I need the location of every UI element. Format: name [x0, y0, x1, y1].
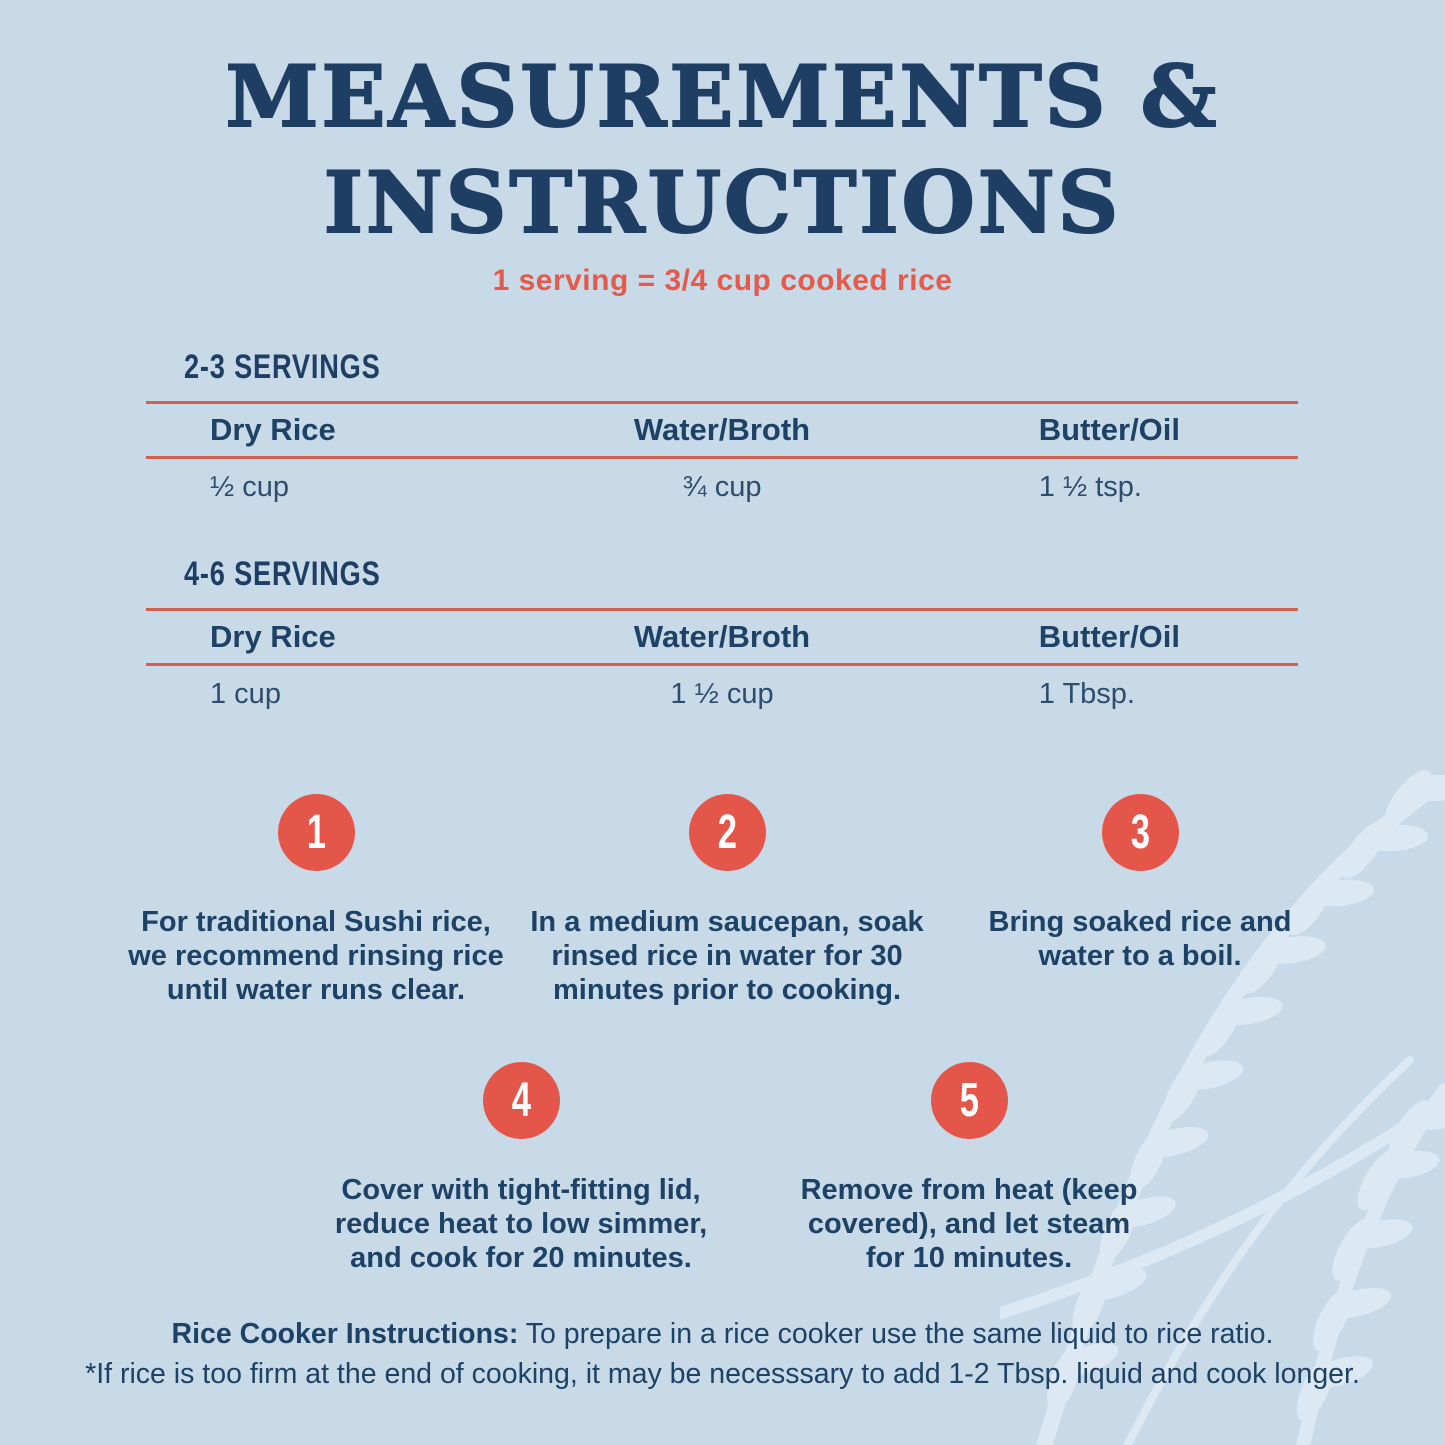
section-heading-4-6-servings: 4-6 SERVINGS: [184, 555, 381, 593]
step-number: 4: [511, 1073, 531, 1127]
step-2: 2 In a medium saucepan, soak rinsed rice…: [507, 794, 947, 1007]
step-number: 3: [1130, 805, 1150, 859]
step-number: 2: [717, 805, 737, 859]
section-heading-2-3-servings: 2-3 SERVINGS: [184, 348, 381, 386]
step-text-line: Remove from heat (keep: [800, 1174, 1138, 1206]
step-4-number-badge: 4: [482, 1062, 560, 1139]
step-text-line: minutes prior to cooking.: [552, 974, 901, 1006]
value-dry-rice: 1 cup: [210, 678, 281, 710]
step-3-number-badge: 3: [1101, 794, 1179, 871]
step-3: 3 Bring soaked rice and water to a boil.: [920, 794, 1360, 973]
step-text-line: In a medium saucepan, soak: [530, 906, 924, 938]
table-header-row: Dry Rice Water/Broth Butter/Oil: [146, 404, 1298, 456]
step-2-text: In a medium saucepan, soak rinsed rice i…: [507, 905, 947, 1007]
value-water-broth: 1 ½ cup: [670, 678, 774, 710]
step-text-line: Bring soaked rice and: [988, 906, 1292, 938]
step-text-line: we recommend rinsing rice: [128, 940, 504, 972]
value-butter-oil: 1 ½ tsp.: [1038, 471, 1142, 503]
value-dry-rice: ½ cup: [210, 471, 289, 503]
step-text-line: covered), and let steam: [807, 1208, 1131, 1240]
step-text-line: Cover with tight-fitting lid,: [341, 1174, 701, 1206]
serving-size-note: 1 serving = 3/4 cup cooked rice: [492, 264, 953, 297]
col-header-butter-oil: Butter/Oil: [1038, 619, 1181, 654]
step-text-line: and cook for 20 minutes.: [350, 1242, 692, 1274]
col-header-water-broth: Water/Broth: [633, 412, 811, 447]
table-rule: [146, 608, 1298, 611]
rice-stalk-watermark: [1000, 770, 1445, 1445]
step-text-line: reduce heat to low simmer,: [334, 1208, 708, 1240]
step-text-line: rinsed rice in water for 30: [551, 940, 903, 972]
col-header-dry-rice: Dry Rice: [210, 619, 336, 654]
col-header-butter-oil: Butter/Oil: [1038, 412, 1181, 447]
table-value-row: ½ cup ¾ cup 1 ½ tsp.: [146, 465, 1298, 509]
measurement-tables: 2-3 SERVINGS Dry Rice Water/Broth Butter…: [146, 348, 1298, 716]
step-5-number-badge: 5: [930, 1062, 1008, 1139]
step-text-line: For traditional Sushi rice,: [141, 906, 491, 938]
servings-table-4-6: 4-6 SERVINGS Dry Rice Water/Broth Butter…: [146, 555, 1298, 716]
step-1: 1 For traditional Sushi rice, we recomme…: [96, 794, 536, 1007]
page-title: MEASUREMENTS & INSTRUCTIONS: [0, 44, 1445, 256]
value-water-broth: ¾ cup: [682, 471, 762, 503]
table-rule: [146, 663, 1298, 666]
step-number: 1: [306, 805, 326, 859]
table-value-row: 1 cup 1 ½ cup 1 Tbsp.: [146, 672, 1298, 716]
rice-cooker-instructions-label: Rice Cooker Instructions:: [171, 1318, 519, 1350]
table-rule: [146, 456, 1298, 459]
step-4: 4 Cover with tight-fitting lid, reduce h…: [301, 1062, 741, 1275]
step-number: 5: [959, 1073, 979, 1127]
step-5: 5 Remove from heat (keep covered), and l…: [749, 1062, 1189, 1275]
table-header-row: Dry Rice Water/Broth Butter/Oil: [146, 611, 1298, 663]
step-4-text: Cover with tight-fitting lid, reduce hea…: [301, 1173, 741, 1275]
step-5-text: Remove from heat (keep covered), and let…: [749, 1173, 1189, 1275]
step-2-number-badge: 2: [688, 794, 766, 871]
col-header-water-broth: Water/Broth: [633, 619, 811, 654]
step-text-line: water to a boil.: [1038, 940, 1242, 972]
rice-cooker-instructions-text: To prepare in a rice cooker use the same…: [518, 1318, 1274, 1350]
step-text-line: for 10 minutes.: [865, 1242, 1073, 1274]
page-title-line2: INSTRUCTIONS: [323, 152, 1122, 253]
value-butter-oil: 1 Tbsp.: [1038, 678, 1135, 710]
servings-table-2-3: 2-3 SERVINGS Dry Rice Water/Broth Butter…: [146, 348, 1298, 509]
firm-rice-note: *If rice is too firm at the end of cooki…: [85, 1358, 1360, 1390]
page-title-line1: MEASUREMENTS &: [225, 46, 1220, 147]
step-3-text: Bring soaked rice and water to a boil.: [920, 905, 1360, 973]
table-rule: [146, 401, 1298, 404]
rice-cooker-instructions-line1: Rice Cooker Instructions: To prepare in …: [0, 1314, 1445, 1354]
col-header-dry-rice: Dry Rice: [210, 412, 336, 447]
step-1-number-badge: 1: [277, 794, 355, 871]
step-text-line: until water runs clear.: [166, 974, 466, 1006]
rice-cooker-instructions: Rice Cooker Instructions: To prepare in …: [0, 1314, 1445, 1394]
step-1-text: For traditional Sushi rice, we recommend…: [96, 905, 536, 1007]
